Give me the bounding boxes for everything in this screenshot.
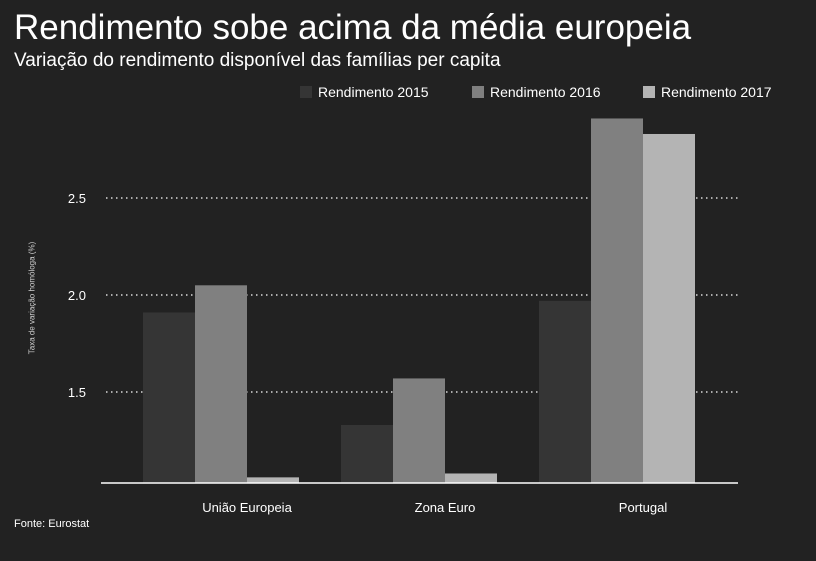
legend-item-2017: Rendimento 2017 bbox=[643, 84, 772, 100]
x-tick-label: Portugal bbox=[619, 500, 668, 515]
legend-swatch-2017 bbox=[643, 86, 655, 98]
bar bbox=[539, 300, 591, 483]
legend-item-2016: Rendimento 2016 bbox=[472, 84, 601, 100]
y-tick-label: 2.0 bbox=[68, 288, 86, 303]
x-tick-label: Zona Euro bbox=[415, 500, 476, 515]
legend-label-2017: Rendimento 2017 bbox=[661, 84, 772, 100]
legend-swatch-2016 bbox=[472, 86, 484, 98]
legend-swatch-2015 bbox=[300, 86, 312, 98]
source-note: Fonte: Eurostat bbox=[14, 518, 90, 530]
y-tick-label: 1.5 bbox=[68, 385, 86, 400]
bar bbox=[143, 312, 195, 483]
bar bbox=[247, 477, 299, 483]
chart-subtitle: Variação do rendimento disponível das fa… bbox=[14, 50, 501, 71]
bar bbox=[643, 133, 695, 484]
bar bbox=[195, 285, 247, 483]
x-tick-label: União Europeia bbox=[202, 500, 292, 515]
chart-title: Rendimento sobe acima da média europeia bbox=[14, 8, 692, 47]
legend-label-2016: Rendimento 2016 bbox=[490, 84, 601, 100]
bar bbox=[591, 118, 643, 484]
legend-label-2015: Rendimento 2015 bbox=[318, 84, 429, 100]
bar bbox=[341, 424, 393, 483]
bar bbox=[445, 473, 497, 483]
bar bbox=[393, 378, 445, 483]
y-tick-label: 2.5 bbox=[68, 191, 86, 206]
legend-item-2015: Rendimento 2015 bbox=[300, 84, 429, 100]
